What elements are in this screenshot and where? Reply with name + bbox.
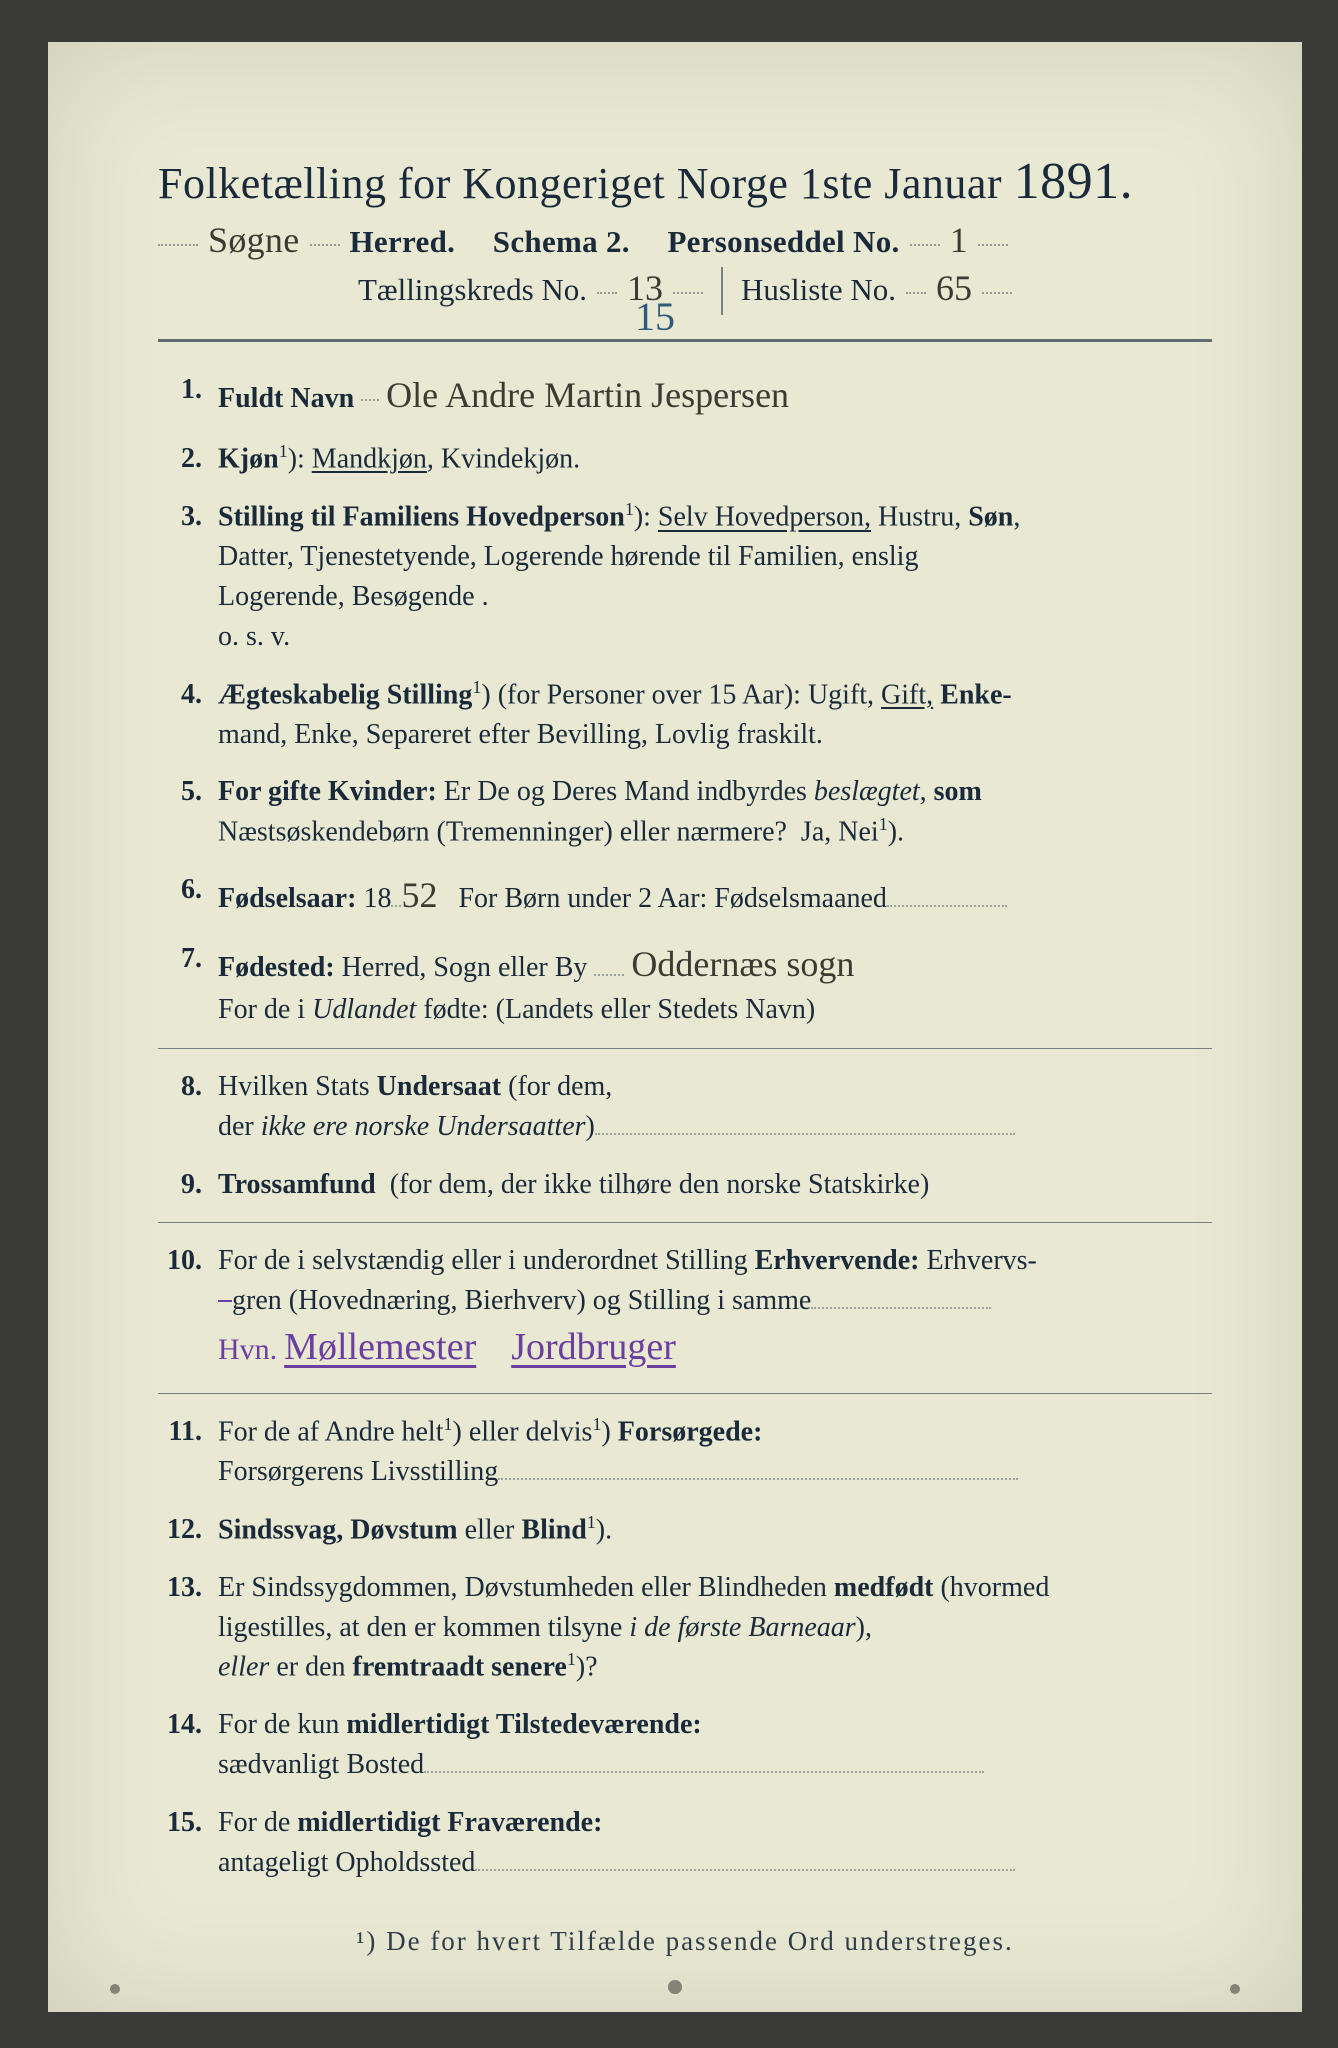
field-number: 5. xyxy=(158,772,202,852)
personseddel-label: Personseddel No. xyxy=(667,224,899,260)
header-rule xyxy=(158,339,1212,342)
field-9: 9. Trossamfund (for dem, der ikke tilhør… xyxy=(158,1165,1212,1205)
herred-handwritten: Søgne xyxy=(208,219,300,261)
f7-line1: Herred, Sogn eller By xyxy=(342,952,588,983)
field-label: For gifte Kvinder: xyxy=(218,776,437,807)
field-number: 4. xyxy=(158,675,202,755)
dot-leader xyxy=(906,292,926,294)
field-number: 1. xyxy=(158,370,202,421)
field-label: Trossamfund xyxy=(218,1169,376,1200)
personseddel-value: 1 xyxy=(950,219,968,261)
dot-leader xyxy=(597,292,617,294)
hovedperson-selected: Selv Hovedperson, xyxy=(658,502,871,533)
field-6: 6. Fødselsaar: 18 52 For Børn under 2 Aar… xyxy=(158,870,1212,921)
f14-line2: sædvanligt Bosted xyxy=(218,1749,424,1780)
field-5: 5. For gifte Kvinder: Er De og Deres Man… xyxy=(158,772,1212,852)
field-4: 4. Ægteskabelig Stilling1) (for Personer… xyxy=(158,675,1212,755)
field-number: 9. xyxy=(158,1165,202,1205)
form-header: Folketælling for Kongeriget Norge 1ste J… xyxy=(158,152,1212,315)
field-number: 13. xyxy=(158,1568,202,1688)
header-line-3: Tællingskreds No. 13 15 Husliste No. 65 xyxy=(158,267,1212,315)
fields-list: 1. Fuldt Navn Ole Andre Martin Jespersen… xyxy=(158,370,1212,1030)
field-label: Fødested: xyxy=(218,952,335,983)
field-2: 2. Kjøn1): Mandkjøn, Kvindekjøn. xyxy=(158,439,1212,479)
f4-line2: mand, Enke, Separeret efter Bevilling, L… xyxy=(218,719,823,750)
field-label: Kjøn xyxy=(218,443,279,474)
name-value: Ole Andre Martin Jespersen xyxy=(386,375,789,415)
field-1: 1. Fuldt Navn Ole Andre Martin Jespersen xyxy=(158,370,1212,421)
dot-leader xyxy=(910,244,940,246)
fields-list-4: 11. For de af Andre helt1) eller delvis1… xyxy=(158,1412,1212,1882)
field-label: Ægteskabelig Stilling xyxy=(218,679,472,710)
field-label: Fuldt Navn xyxy=(218,383,354,414)
field-number: 12. xyxy=(158,1510,202,1550)
field-label: Stilling til Familiens Hovedperson xyxy=(218,502,625,533)
scan-frame: Folketælling for Kongeriget Norge 1ste J… xyxy=(0,0,1338,2048)
field-number: 11. xyxy=(158,1412,202,1492)
kreds-label: Tællingskreds No. xyxy=(358,272,587,308)
husliste-label: Husliste No. xyxy=(741,272,896,308)
f15-line2: antageligt Opholdssted xyxy=(218,1847,475,1878)
dot-leader xyxy=(978,244,1008,246)
field-label: Fødselsaar: xyxy=(218,883,356,914)
field-number: 15. xyxy=(158,1803,202,1883)
field-8: 8. Hvilken Stats Undersaat (for dem, der… xyxy=(158,1067,1212,1147)
field-3: 3. Stilling til Familiens Hovedperson1):… xyxy=(158,497,1212,656)
fields-list-2: 8. Hvilken Stats Undersaat (for dem, der… xyxy=(158,1067,1212,1204)
f3-line3: Logerende, Besøgende . xyxy=(218,581,489,612)
field-number: 6. xyxy=(158,870,202,921)
field-number: 2. xyxy=(158,439,202,479)
birth-year: 52 xyxy=(401,875,437,915)
field-13: 13. Er Sindssygdommen, Døvstumheden elle… xyxy=(158,1568,1212,1688)
footnote: ¹) De for hvert Tilfælde passende Ord un… xyxy=(158,1926,1212,1957)
f6-line2: For Børn under 2 Aar: Fødselsmaaned xyxy=(458,883,887,914)
f11-line2: Forsørgerens Livsstilling xyxy=(218,1456,498,1487)
field-number: 7. xyxy=(158,939,202,1030)
husliste-value: 65 xyxy=(936,267,972,309)
section-rule-1 xyxy=(158,1048,1212,1049)
field-7: 7. Fødested: Herred, Sogn eller By Odder… xyxy=(158,939,1212,1030)
f4-paren: (for Personer over 15 Aar): xyxy=(498,679,801,710)
field-15: 15. For de midlertidigt Fraværende: anta… xyxy=(158,1803,1212,1883)
field-11: 11. For de af Andre helt1) eller delvis1… xyxy=(158,1412,1212,1492)
gift-selected: Gift, xyxy=(881,679,933,710)
kreds-correction: 15 xyxy=(635,293,675,340)
divider xyxy=(721,267,723,315)
occupation-2: Jordbruger xyxy=(511,1326,676,1368)
f3-line2: Datter, Tjenestetyende, Logerende hørend… xyxy=(218,541,918,572)
birthplace-value: Oddernæs sogn xyxy=(631,944,854,984)
f3-line4: o. s. v. xyxy=(218,621,290,652)
field-14: 14. For de kun midlertidigt Tilstedevære… xyxy=(158,1705,1212,1785)
field-number: 3. xyxy=(158,497,202,656)
schema-label: Schema 2. xyxy=(493,224,630,260)
f9-line1: (for dem, der ikke tilhøre den norske St… xyxy=(390,1169,930,1200)
field-number: 14. xyxy=(158,1705,202,1785)
dot-leader xyxy=(310,244,340,246)
herred-label: Herred. xyxy=(350,224,456,260)
census-form-sheet: Folketælling for Kongeriget Norge 1ste J… xyxy=(48,42,1302,2012)
field-12: 12. Sindssvag, Døvstum eller Blind1). xyxy=(158,1510,1212,1550)
year-prefix: 18 xyxy=(363,883,391,914)
fields-list-3: 10. For de i selvstændig eller i underor… xyxy=(158,1241,1212,1374)
dot-leader xyxy=(673,292,703,294)
occupation-1: Møllemester xyxy=(284,1326,476,1368)
dot-leader xyxy=(982,292,1012,294)
field-number: 10. xyxy=(158,1241,202,1374)
section-rule-2 xyxy=(158,1222,1212,1223)
kreds-value: 13 15 xyxy=(627,267,663,309)
f10-prefix: Hvn. xyxy=(218,1333,277,1366)
field-number: 8. xyxy=(158,1067,202,1147)
kjon-selected: Mandkjøn xyxy=(312,443,427,474)
title-year: 1891. xyxy=(1014,153,1134,210)
form-title: Folketælling for Kongeriget Norge 1ste J… xyxy=(158,152,1212,211)
field-10: 10. For de i selvstændig eller i underor… xyxy=(158,1241,1212,1374)
header-line-2: Søgne Herred. Schema 2. Personseddel No.… xyxy=(158,219,1212,261)
title-text: Folketælling for Kongeriget Norge 1ste J… xyxy=(158,159,1002,208)
dot-leader xyxy=(158,244,198,246)
section-rule-3 xyxy=(158,1393,1212,1394)
